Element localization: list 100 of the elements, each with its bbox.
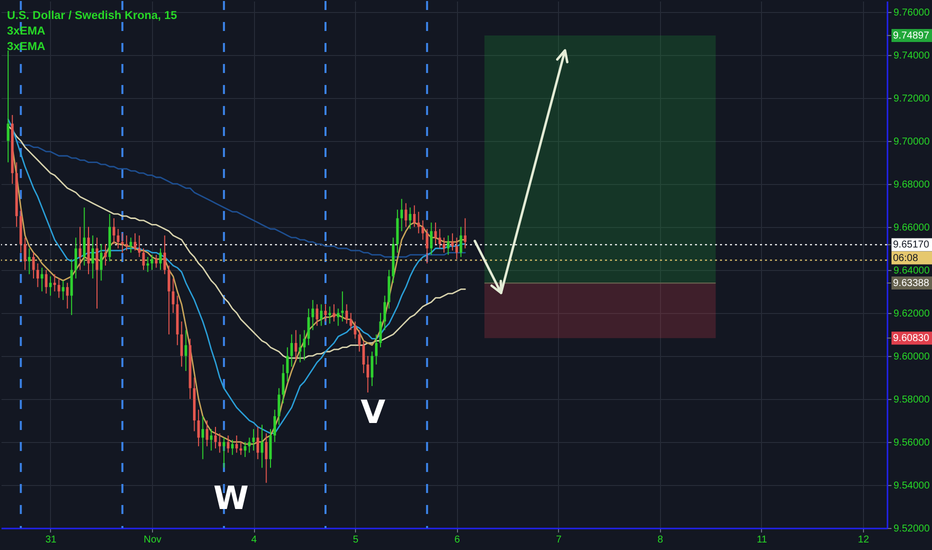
- candlestick: [82, 207, 86, 266]
- candlestick: [341, 290, 344, 322]
- x-tick-label: 8: [658, 534, 664, 546]
- candlestick: [58, 278, 60, 298]
- candlestick: [66, 282, 69, 310]
- candlestick: [374, 334, 378, 366]
- candlestick: [451, 232, 454, 252]
- candlestick: [210, 428, 213, 452]
- candlestick: [417, 211, 420, 234]
- candlestick: [354, 321, 356, 340]
- candlestick: [460, 226, 462, 258]
- y-tick-label: 9.74000: [894, 50, 930, 62]
- candlestick: [116, 228, 120, 249]
- x-tick-label: Nov: [144, 534, 162, 546]
- candlestick: [422, 220, 424, 240]
- candlestick: [218, 432, 222, 454]
- candlestick: [91, 234, 94, 279]
- x-tick-label: 12: [858, 534, 870, 546]
- text: U.S. Dollar / Swedish Krona, 15: [7, 10, 178, 22]
- candlestick: [324, 304, 327, 322]
- candlestick: [383, 295, 386, 331]
- candlestick: [44, 269, 48, 294]
- candlestick: [379, 312, 382, 348]
- x-tick-label: 7: [556, 534, 562, 546]
- candlestick: [180, 321, 183, 368]
- annotation: 3xEMA: [7, 26, 46, 38]
- candlestick: [112, 218, 116, 245]
- candlestick: [197, 409, 200, 447]
- candlestick: [201, 416, 204, 460]
- y-tick-label: 9.66000: [894, 222, 930, 234]
- candlestick: [62, 280, 64, 300]
- candlestick: [455, 237, 458, 260]
- y-tick-label: 9.62000: [894, 308, 930, 320]
- candlestick: [370, 351, 374, 387]
- y-tick-label: 9.76000: [894, 7, 930, 18]
- y-tick-label: 9.56000: [894, 437, 930, 448]
- candlestick: [24, 237, 26, 270]
- candlestick: [78, 226, 82, 270]
- candlestick: [32, 252, 35, 279]
- candlestick: [154, 254, 158, 268]
- text: 06:08: [893, 252, 918, 264]
- candlestick: [134, 232, 136, 252]
- candlestick: [252, 428, 255, 452]
- candlestick: [442, 237, 446, 254]
- candlestick: [159, 248, 162, 270]
- candlestick: [426, 228, 428, 264]
- candlestick: [168, 265, 170, 335]
- candlestick: [362, 340, 365, 374]
- y-tick-label: 9.60000: [894, 351, 930, 362]
- candlestick: [226, 435, 230, 454]
- candlestick: [446, 234, 450, 256]
- x-tick-label: 5: [352, 534, 359, 546]
- candlestick: [332, 304, 336, 322]
- y-tick-label: 9.70000: [894, 136, 930, 148]
- candlestick: [430, 222, 433, 256]
- candlestick: [104, 244, 107, 266]
- candlestick: [231, 439, 234, 456]
- candlestick: [248, 437, 251, 454]
- annotation: V: [360, 393, 386, 431]
- y-tick-label: 9.54000: [894, 480, 930, 492]
- candlestick: [172, 278, 174, 314]
- candlestick: [163, 234, 166, 275]
- y-tick-label: 9.68000: [894, 179, 930, 190]
- candlestick: [312, 299, 314, 331]
- candlestick: [307, 308, 310, 346]
- candlestick: [36, 262, 40, 288]
- candlestick: [150, 254, 154, 270]
- candlestick: [438, 228, 442, 249]
- candlestick: [434, 222, 437, 245]
- candlestick: [350, 312, 352, 331]
- candlestick: [74, 237, 78, 279]
- candlestick: [121, 232, 124, 254]
- candlestick: [222, 437, 226, 468]
- candlestick: [214, 426, 217, 449]
- y-tick-label: 9.52000: [894, 524, 930, 534]
- candlestick: [125, 234, 128, 252]
- candlestick: [184, 330, 188, 372]
- candlestick: [400, 198, 403, 232]
- candlestick: [328, 306, 332, 324]
- candlestick: [408, 207, 412, 230]
- candlestick: [53, 274, 56, 292]
- candlestick: [256, 426, 260, 460]
- candlestick: [282, 364, 284, 404]
- candlestick: [290, 334, 293, 368]
- candlestick: [40, 267, 44, 292]
- candlestick: [316, 304, 318, 326]
- candlestick: [96, 237, 98, 310]
- candlestick: [146, 256, 150, 273]
- candlestick: [303, 330, 306, 361]
- x-tick-label: 4: [251, 534, 258, 546]
- candlestick: [413, 204, 416, 228]
- candlestick: [358, 330, 361, 352]
- y-tick-label: 9.64000: [894, 265, 930, 276]
- x-tick-label: 6: [454, 534, 460, 546]
- candlestick: [286, 346, 289, 382]
- candlestick: [260, 424, 264, 468]
- candlestick: [294, 330, 298, 361]
- candlestick: [142, 248, 145, 270]
- candlestick: [264, 432, 268, 484]
- x-tick-label: 31: [45, 534, 57, 546]
